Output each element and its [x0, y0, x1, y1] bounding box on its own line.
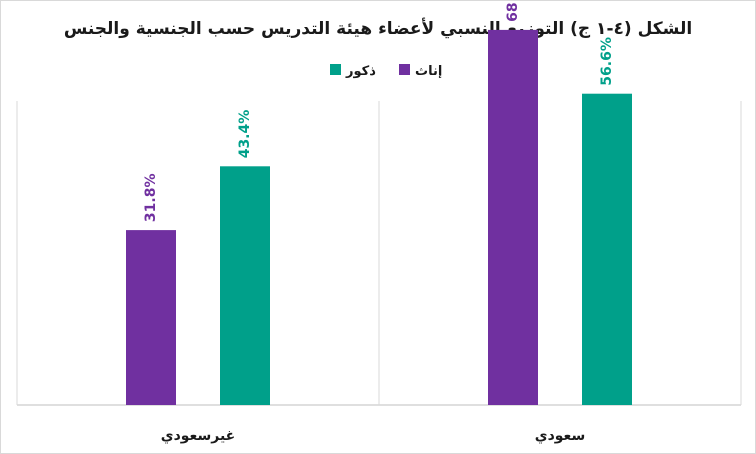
bar-female-saudi — [488, 29, 538, 406]
legend-swatch-male — [330, 64, 341, 75]
bar-male-non-saudi — [220, 166, 270, 405]
data-label-male-non-saudi: 43.4% — [237, 110, 253, 159]
legend-swatch-female — [399, 64, 410, 75]
legend-label-female: إناث — [415, 64, 442, 79]
bar-female-non-saudi — [126, 230, 176, 405]
plot-area: 68.2% 56.6% 31.8% 43.4% — [126, 1, 632, 406]
data-label-male-saudi: 56.6% — [599, 37, 615, 86]
chart-title: الشكل (٤-١ ج) التوزيع النسبي لأعضاء هيئة… — [64, 18, 692, 39]
bar-male-saudi — [582, 93, 632, 405]
data-label-female-non-saudi: 31.8% — [143, 174, 159, 223]
category-label-saudi: سعودي — [535, 428, 585, 445]
category-label-non-saudi: غيرسعودي — [161, 428, 235, 445]
legend-label-male: ذكور — [345, 64, 376, 79]
data-label-female-saudi: 68.2% — [505, 1, 521, 22]
legend: إناث ذكور — [330, 64, 442, 79]
